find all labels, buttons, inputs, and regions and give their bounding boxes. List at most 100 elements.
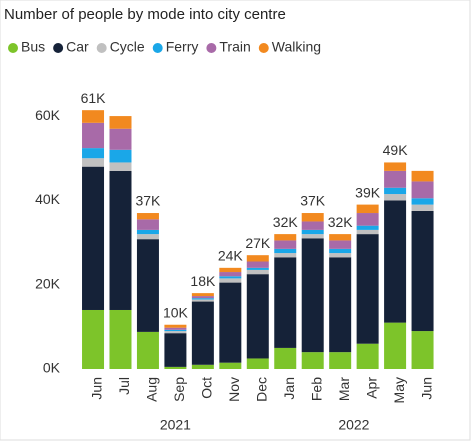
bar-segment: [411, 331, 434, 369]
bar-segment: [191, 364, 214, 369]
bar-segment: [136, 219, 159, 230]
legend-label: Cycle: [110, 39, 145, 55]
y-tick-label: 0K: [43, 360, 61, 376]
bar-segment: [219, 362, 242, 369]
bar-segment: [274, 240, 297, 249]
legend-label: Car: [66, 39, 89, 55]
bar-segment: [301, 238, 324, 353]
bar-segment: [246, 267, 269, 270]
x-tick-label: Jan: [281, 377, 297, 400]
bar-segment: [356, 234, 379, 344]
bar-segment: [219, 282, 242, 363]
bar-segment: [356, 213, 379, 226]
bar-segment: [384, 162, 407, 171]
bar-segment: [109, 149, 132, 163]
bar-segment: [191, 293, 214, 297]
bar-segment: [301, 221, 324, 230]
bar-segment: [274, 234, 297, 241]
bar-segment: [191, 298, 214, 300]
bar-segment: [109, 170, 132, 310]
y-tick-label: 60K: [35, 107, 61, 123]
bar-segment: [301, 213, 324, 222]
bar-segment: [329, 253, 352, 258]
legend-marker: [53, 43, 64, 53]
bar-segment: [384, 170, 407, 188]
total-label: 27K: [245, 235, 271, 251]
bar-segment: [246, 261, 269, 268]
bar-segment: [164, 331, 187, 334]
bar-segment: [356, 229, 379, 235]
bar-segment: [82, 309, 105, 369]
year-label: 2022: [338, 417, 369, 433]
x-tick-label: Sep: [171, 377, 187, 402]
bar-segment: [136, 213, 159, 220]
bar-segment: [301, 234, 324, 239]
legend-label: Train: [219, 39, 250, 55]
legend-label: Bus: [21, 39, 45, 55]
bar-segment: [219, 276, 242, 279]
bar-segment: [274, 347, 297, 369]
bar-segment: [191, 299, 214, 302]
bar-segment: [136, 331, 159, 369]
total-label: 61K: [81, 90, 107, 106]
total-label: 37K: [300, 193, 326, 209]
legend-marker: [8, 43, 18, 53]
bar-segment: [82, 122, 105, 149]
total-label: 37K: [135, 193, 161, 209]
legend-marker: [96, 43, 107, 53]
bar-segment: [164, 324, 187, 328]
bar-segment: [384, 200, 407, 323]
year-label: 2021: [160, 417, 191, 433]
bar-segment: [329, 240, 352, 249]
bar-segment: [219, 267, 242, 273]
total-label: 18K: [190, 273, 216, 289]
bar-segment: [301, 352, 324, 369]
bar-segment: [329, 234, 352, 241]
bar-segment: [136, 234, 159, 240]
x-tick-label: Dec: [253, 377, 269, 402]
bar-segment: [411, 204, 434, 211]
bar-segment: [246, 358, 269, 369]
bar-segment: [329, 248, 352, 254]
bar-segment: [109, 116, 132, 129]
bar-segment: [356, 343, 379, 369]
bar-segment: [219, 272, 242, 277]
bar-segment: [109, 162, 132, 171]
bar-segment: [164, 333, 187, 367]
bar-segment: [164, 327, 187, 330]
bar-segment: [136, 239, 159, 332]
legend-label: Walking: [272, 39, 321, 55]
x-tick-label: Jun: [89, 377, 105, 400]
bar-segment: [411, 170, 434, 182]
total-label: 49K: [383, 142, 409, 158]
bar-segment: [246, 274, 269, 359]
x-tick-label: Nov: [226, 377, 242, 402]
bar-segment: [136, 229, 159, 235]
legend-label: Ferry: [166, 39, 199, 55]
legend-marker: [152, 43, 163, 53]
bar-segment: [356, 204, 379, 214]
bar-segment: [411, 181, 434, 199]
bar-segment: [384, 322, 407, 369]
total-label: 39K: [355, 184, 381, 200]
x-tick-label: Mar: [336, 377, 352, 401]
bar-segment: [219, 278, 242, 283]
x-tick-label: Jul: [116, 377, 132, 395]
bar-segment: [411, 198, 434, 205]
bar-segment: [191, 296, 214, 299]
x-tick-label: May: [391, 377, 407, 403]
x-tick-label: Oct: [199, 377, 215, 399]
x-tick-label: Jun: [418, 377, 434, 400]
legend-marker: [258, 43, 269, 53]
bar-segment: [82, 166, 105, 310]
x-tick-label: Apr: [363, 377, 379, 399]
bar-segment: [246, 255, 269, 262]
chart-title: Number of people by mode into city centr…: [4, 6, 286, 23]
total-label: 32K: [273, 214, 299, 230]
bar-segment: [329, 257, 352, 353]
y-tick-label: 40K: [35, 191, 61, 207]
bar-segment: [411, 210, 434, 332]
x-tick-label: Feb: [308, 377, 324, 401]
bar-segment: [356, 225, 379, 230]
